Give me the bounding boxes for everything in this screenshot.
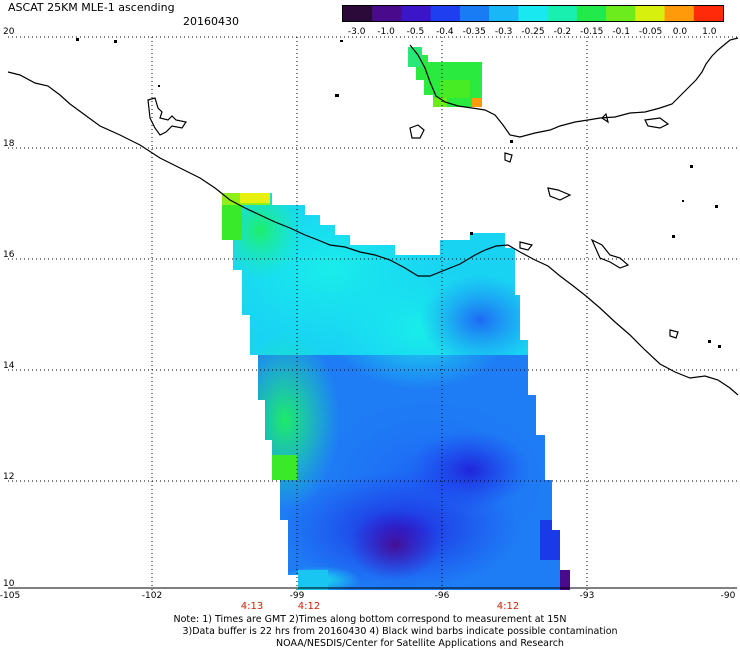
lake-dots bbox=[76, 38, 721, 348]
color-scale-segment bbox=[635, 6, 666, 21]
lon-label-102: -102 bbox=[141, 591, 163, 601]
color-scale-segment bbox=[489, 6, 519, 21]
note-line-1: Note: 1) Times are GMT 2)Times along bot… bbox=[173, 614, 567, 625]
color-scale-segment bbox=[664, 6, 695, 21]
note-line-3: NOAA/NESDIS/Center for Satellite Applica… bbox=[276, 638, 564, 649]
graticule bbox=[8, 36, 740, 592]
lon-label-90: -90 bbox=[720, 591, 736, 601]
color-scale-label: -0.05 bbox=[638, 27, 663, 37]
color-scale-segment bbox=[693, 6, 723, 21]
color-scale-bar bbox=[342, 5, 724, 22]
lat-label-12: 12 bbox=[3, 472, 15, 482]
color-scale-label: -0.2 bbox=[553, 27, 572, 37]
color-scale-label: -0.35 bbox=[462, 27, 486, 37]
time-label-3: 4:12 bbox=[496, 601, 520, 612]
plot-title: ASCAT 25KM MLE-1 ascending bbox=[8, 1, 175, 14]
color-scale-label: 1.0 bbox=[702, 27, 717, 37]
color-scale-label: -3.0 bbox=[347, 27, 366, 37]
color-scale-segment bbox=[343, 6, 373, 21]
north-swath bbox=[408, 47, 482, 107]
lon-label-99: -99 bbox=[289, 591, 305, 601]
lon-label-105: -105 bbox=[0, 591, 21, 601]
color-scale-label: -0.5 bbox=[406, 27, 425, 37]
note-line-2: 3)Data buffer is 22 hrs from 20160430 4)… bbox=[182, 626, 618, 637]
color-scale-segment bbox=[372, 6, 402, 21]
color-scale-segment bbox=[576, 6, 607, 21]
color-scale-label: 0.0 bbox=[672, 27, 688, 37]
color-scale-label: -0.4 bbox=[436, 27, 454, 37]
color-scale-label: -0.3 bbox=[494, 27, 513, 37]
color-scale-label: -0.15 bbox=[580, 27, 604, 37]
color-scale-label: -0.1 bbox=[612, 27, 630, 37]
color-scale-label: -1.0 bbox=[377, 27, 395, 37]
plot-date: 20160430 bbox=[183, 15, 239, 28]
lon-label-93: -93 bbox=[579, 591, 595, 601]
lon-label-96: -96 bbox=[434, 591, 450, 601]
color-scale-segment bbox=[547, 6, 578, 21]
time-label-1: 4:13 bbox=[240, 601, 264, 612]
color-scale-segment bbox=[401, 6, 432, 21]
time-label-2: 4:12 bbox=[297, 601, 321, 612]
color-scale-segment bbox=[606, 6, 636, 21]
lat-label-14: 14 bbox=[3, 361, 15, 371]
color-scale-segment bbox=[430, 6, 461, 21]
lat-label-16: 16 bbox=[3, 250, 15, 260]
coastline bbox=[7, 37, 739, 396]
color-scale-segment bbox=[459, 6, 490, 21]
lat-label-10: 10 bbox=[3, 579, 15, 589]
color-scale-label: -0.25 bbox=[521, 27, 545, 37]
color-scale-segment bbox=[518, 6, 549, 21]
lat-label-20: 20 bbox=[3, 27, 15, 37]
lat-label-18: 18 bbox=[3, 139, 15, 149]
